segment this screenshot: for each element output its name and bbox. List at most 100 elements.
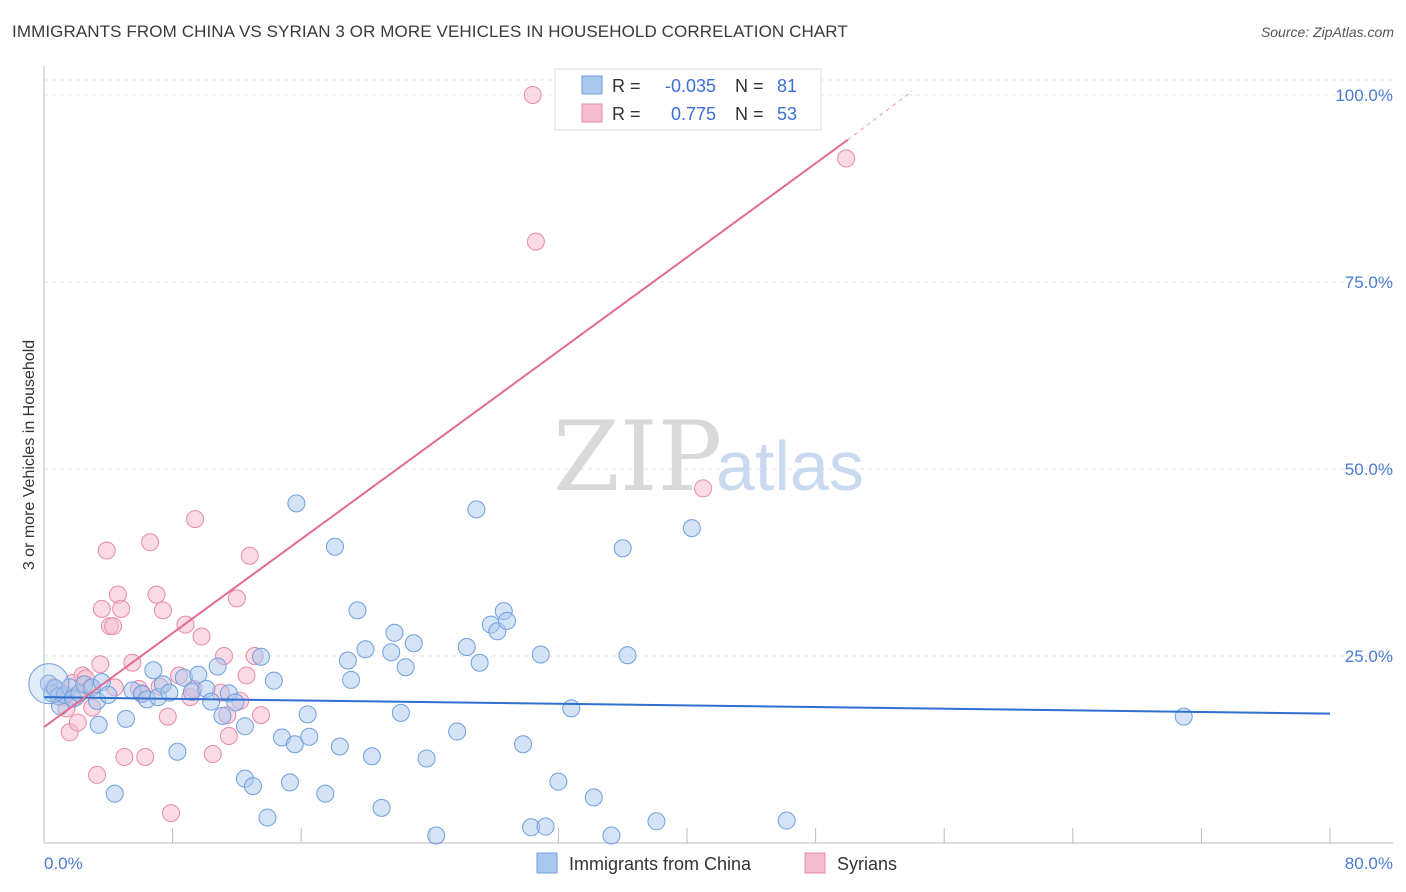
- series-china: [28, 494, 1193, 845]
- china-point: [682, 519, 701, 538]
- legend-swatch-syrians: [581, 103, 603, 123]
- legend-n-label-syrians: N =: [735, 104, 764, 124]
- syrians-point: [112, 599, 131, 618]
- china-point: [342, 670, 361, 689]
- syrians-point: [227, 589, 246, 608]
- china-point: [264, 671, 283, 690]
- china-point: [382, 643, 401, 662]
- china-point: [316, 784, 335, 803]
- china-point: [531, 645, 550, 664]
- x-tick-label-min: 0.0%: [44, 854, 83, 873]
- watermark-atlas: atlas: [716, 427, 864, 505]
- y-axis-title: 3 or more Vehicles in Household: [21, 340, 38, 570]
- bottom-legend-swatch-syrians: [804, 852, 826, 874]
- china-point: [213, 706, 232, 725]
- syrians-point: [104, 617, 123, 636]
- syrians-point: [192, 627, 211, 646]
- china-point: [258, 808, 277, 827]
- stats-legend: R = -0.035 N = 81 R = 0.775 N = 53: [554, 68, 822, 131]
- china-point: [618, 646, 637, 665]
- china-point: [144, 661, 163, 680]
- syrians-point: [158, 707, 177, 726]
- china-point: [208, 657, 227, 676]
- china-point: [182, 682, 201, 701]
- china-point: [362, 747, 381, 766]
- china-point: [391, 703, 410, 722]
- y-tick-label: 100.0%: [1335, 86, 1393, 105]
- china-point: [602, 826, 621, 845]
- china-point: [202, 692, 221, 711]
- china-point: [467, 500, 486, 519]
- x-tick-label-max: 80.0%: [1345, 854, 1393, 873]
- china-point: [280, 773, 299, 792]
- bottom-legend-label-china: Immigrants from China: [569, 854, 752, 874]
- syrians-point: [147, 585, 166, 604]
- syrians-point: [240, 546, 259, 565]
- china-point: [287, 494, 306, 513]
- china-point: [348, 601, 367, 620]
- china-point: [562, 699, 581, 718]
- china-point: [385, 623, 404, 642]
- syrians-point: [523, 85, 542, 104]
- trend-line-china: [43, 696, 1331, 715]
- syrians-point: [92, 599, 111, 618]
- china-point: [252, 647, 271, 666]
- china-point: [372, 798, 391, 817]
- syrians-point: [161, 804, 180, 823]
- china-point: [325, 537, 344, 556]
- trend-line-syrians: [43, 139, 849, 728]
- china-point: [160, 683, 179, 702]
- syrians-point: [526, 232, 545, 251]
- legend-r-label-syrians: R =: [612, 104, 641, 124]
- legend-n-value-china: 81: [777, 76, 797, 96]
- china-point: [536, 817, 555, 836]
- china-point: [105, 784, 124, 803]
- china-point: [235, 717, 254, 736]
- china-point: [549, 772, 568, 791]
- china-point: [417, 749, 436, 768]
- legend-r-label-china: R =: [612, 76, 641, 96]
- syrians-point: [186, 510, 205, 529]
- china-point: [1174, 707, 1193, 726]
- china-point: [356, 640, 375, 659]
- syrians-point: [91, 655, 110, 674]
- china-point: [427, 826, 446, 845]
- china-point: [448, 722, 467, 741]
- syrians-point: [203, 744, 222, 763]
- grid: [44, 79, 1393, 657]
- bottom-legend-label-syrians: Syrians: [837, 854, 897, 874]
- syrians-point: [153, 601, 172, 620]
- china-point: [298, 705, 317, 724]
- y-tick-label: 75.0%: [1345, 273, 1393, 292]
- legend-swatch-china: [581, 75, 603, 95]
- watermark: ZIP atlas: [553, 401, 864, 513]
- china-point: [497, 611, 516, 630]
- legend-n-label-china: N =: [735, 76, 764, 96]
- series-legend: Immigrants from China Syrians: [536, 852, 897, 874]
- china-point: [613, 539, 632, 558]
- china-point: [396, 658, 415, 677]
- syrians-point: [219, 727, 238, 746]
- china-point: [338, 651, 357, 670]
- syrians-point: [136, 747, 155, 766]
- syrians-point: [88, 765, 107, 784]
- syrians-point: [837, 149, 856, 168]
- china-point: [514, 735, 533, 754]
- bottom-legend-swatch-china: [536, 852, 558, 874]
- syrians-point: [115, 747, 134, 766]
- y-tick-label: 25.0%: [1345, 647, 1393, 666]
- china-point: [243, 777, 262, 796]
- china-point: [647, 812, 666, 831]
- china-point: [330, 737, 349, 756]
- watermark-zip: ZIP: [553, 401, 722, 513]
- china-point: [404, 634, 423, 653]
- china-point-cluster: [28, 663, 70, 705]
- syrians-point: [141, 533, 160, 552]
- china-point: [189, 665, 208, 684]
- trend-line-syrians-extension: [847, 90, 913, 141]
- china-point: [116, 709, 135, 728]
- syrians-point: [252, 706, 271, 725]
- china-point: [226, 693, 245, 712]
- trend-lines: [43, 90, 1331, 728]
